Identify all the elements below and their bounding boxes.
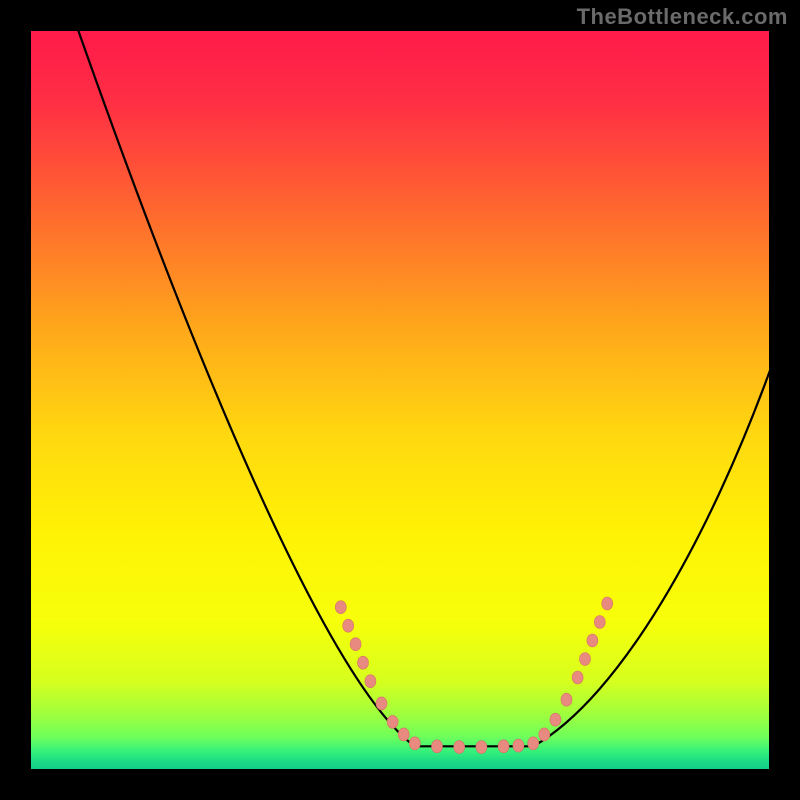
data-point (539, 728, 550, 741)
data-point (550, 713, 561, 726)
data-point (587, 634, 598, 647)
data-point (387, 715, 398, 728)
data-point (602, 597, 613, 610)
data-point (561, 693, 572, 706)
data-point (376, 697, 387, 710)
data-point (350, 638, 361, 651)
data-point (528, 737, 539, 750)
chart-gradient-background (30, 30, 770, 770)
data-point (343, 619, 354, 632)
data-point (409, 737, 420, 750)
bottleneck-chart (0, 0, 800, 800)
data-point (594, 616, 605, 629)
data-point (476, 741, 487, 754)
data-point (398, 728, 409, 741)
data-point (365, 675, 376, 688)
data-point (498, 740, 509, 753)
data-point (335, 601, 346, 614)
data-point (572, 671, 583, 684)
data-point (454, 741, 465, 754)
chart-container: TheBottleneck.com (0, 0, 800, 800)
data-point (432, 740, 443, 753)
data-point (513, 739, 524, 752)
watermark-text: TheBottleneck.com (577, 4, 788, 30)
data-point (358, 656, 369, 669)
data-point (580, 653, 591, 666)
